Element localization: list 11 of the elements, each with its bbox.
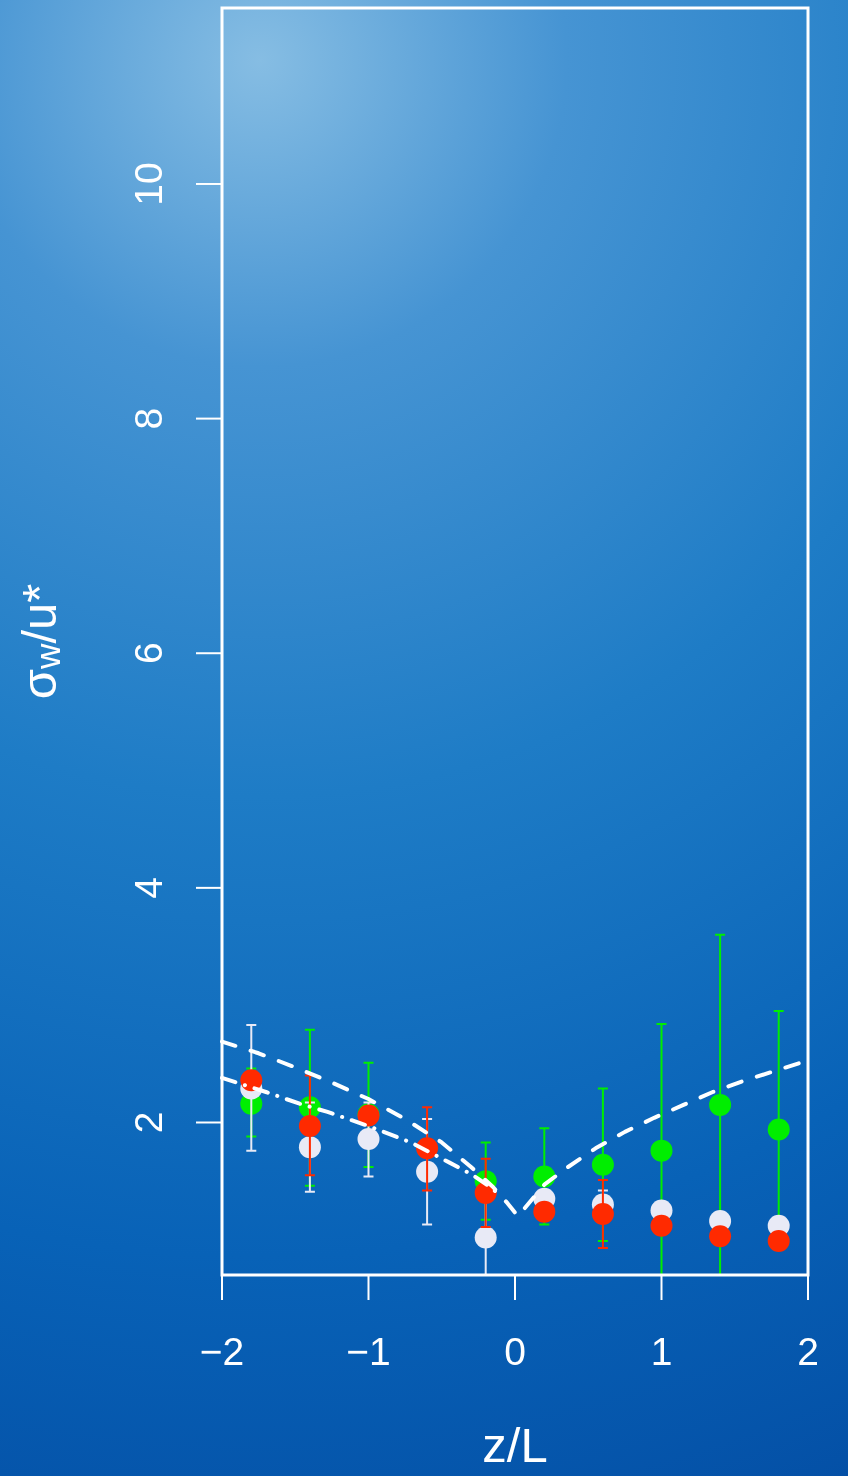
x-tick-label: 1 xyxy=(650,1330,673,1373)
x-tick-label: −1 xyxy=(346,1330,391,1373)
y-tick-label: 2 xyxy=(127,1111,170,1134)
x-tick-label: −2 xyxy=(199,1330,245,1373)
y-tick-label: 10 xyxy=(127,162,170,206)
y-tick-label: 8 xyxy=(127,407,170,430)
y-tick-label: 4 xyxy=(127,877,170,899)
x-tick-label: 2 xyxy=(797,1330,819,1373)
x-tick-label: 0 xyxy=(504,1330,526,1373)
x-axis-title: z/L xyxy=(482,1418,548,1472)
y-tick-label: 6 xyxy=(127,642,170,665)
